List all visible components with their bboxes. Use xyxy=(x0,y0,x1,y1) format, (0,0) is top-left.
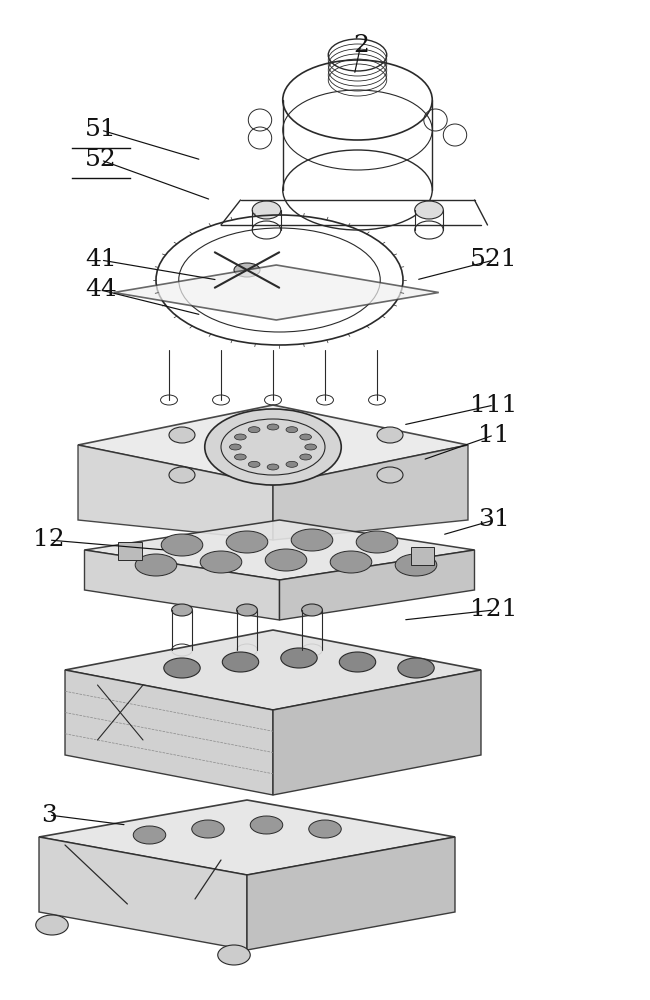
Polygon shape xyxy=(84,520,474,580)
Polygon shape xyxy=(65,670,273,795)
Ellipse shape xyxy=(248,427,260,433)
Text: 3: 3 xyxy=(41,804,57,826)
Ellipse shape xyxy=(252,201,281,219)
Polygon shape xyxy=(65,630,481,710)
Ellipse shape xyxy=(300,434,311,440)
Ellipse shape xyxy=(235,434,246,440)
Ellipse shape xyxy=(300,454,311,460)
Ellipse shape xyxy=(286,427,298,433)
Ellipse shape xyxy=(267,424,279,430)
Polygon shape xyxy=(247,837,455,950)
Ellipse shape xyxy=(205,409,341,485)
Bar xyxy=(118,542,142,560)
Ellipse shape xyxy=(229,444,241,450)
Text: 11: 11 xyxy=(478,424,510,446)
Polygon shape xyxy=(39,837,247,950)
Text: 31: 31 xyxy=(478,508,510,532)
Ellipse shape xyxy=(237,604,257,616)
Text: 521: 521 xyxy=(470,248,518,271)
Ellipse shape xyxy=(281,648,317,668)
Ellipse shape xyxy=(377,427,403,443)
Ellipse shape xyxy=(377,467,403,483)
Polygon shape xyxy=(39,800,455,875)
Ellipse shape xyxy=(248,461,260,467)
Ellipse shape xyxy=(305,444,317,450)
Ellipse shape xyxy=(395,554,437,576)
Ellipse shape xyxy=(330,551,372,573)
Polygon shape xyxy=(78,405,468,485)
Polygon shape xyxy=(84,550,280,620)
Ellipse shape xyxy=(398,658,434,678)
Text: 52: 52 xyxy=(85,148,116,172)
Ellipse shape xyxy=(200,551,242,573)
Ellipse shape xyxy=(222,652,259,672)
Ellipse shape xyxy=(169,467,195,483)
Text: 2: 2 xyxy=(353,33,369,56)
Ellipse shape xyxy=(192,820,224,838)
Bar xyxy=(411,547,434,565)
Text: 12: 12 xyxy=(33,528,64,552)
Text: 44: 44 xyxy=(85,278,116,302)
Ellipse shape xyxy=(234,263,260,277)
Text: 121: 121 xyxy=(471,598,517,621)
Ellipse shape xyxy=(415,201,443,219)
Ellipse shape xyxy=(36,915,68,935)
Ellipse shape xyxy=(218,945,250,965)
Ellipse shape xyxy=(265,549,307,571)
Ellipse shape xyxy=(339,652,376,672)
Polygon shape xyxy=(78,445,273,540)
Ellipse shape xyxy=(291,529,333,551)
Ellipse shape xyxy=(356,531,398,553)
Ellipse shape xyxy=(161,534,203,556)
Polygon shape xyxy=(280,550,474,620)
Ellipse shape xyxy=(235,454,246,460)
Text: 41: 41 xyxy=(85,248,116,271)
Ellipse shape xyxy=(133,826,166,844)
Ellipse shape xyxy=(164,658,200,678)
Ellipse shape xyxy=(226,531,268,553)
Text: 51: 51 xyxy=(85,118,116,141)
Polygon shape xyxy=(273,670,481,795)
Ellipse shape xyxy=(286,461,298,467)
Ellipse shape xyxy=(309,820,341,838)
Text: 111: 111 xyxy=(471,393,517,416)
Ellipse shape xyxy=(250,816,283,834)
Ellipse shape xyxy=(302,604,322,616)
Ellipse shape xyxy=(267,464,279,470)
Polygon shape xyxy=(273,445,468,540)
Ellipse shape xyxy=(135,554,177,576)
Ellipse shape xyxy=(169,427,195,443)
Polygon shape xyxy=(114,265,439,320)
Ellipse shape xyxy=(172,604,192,616)
